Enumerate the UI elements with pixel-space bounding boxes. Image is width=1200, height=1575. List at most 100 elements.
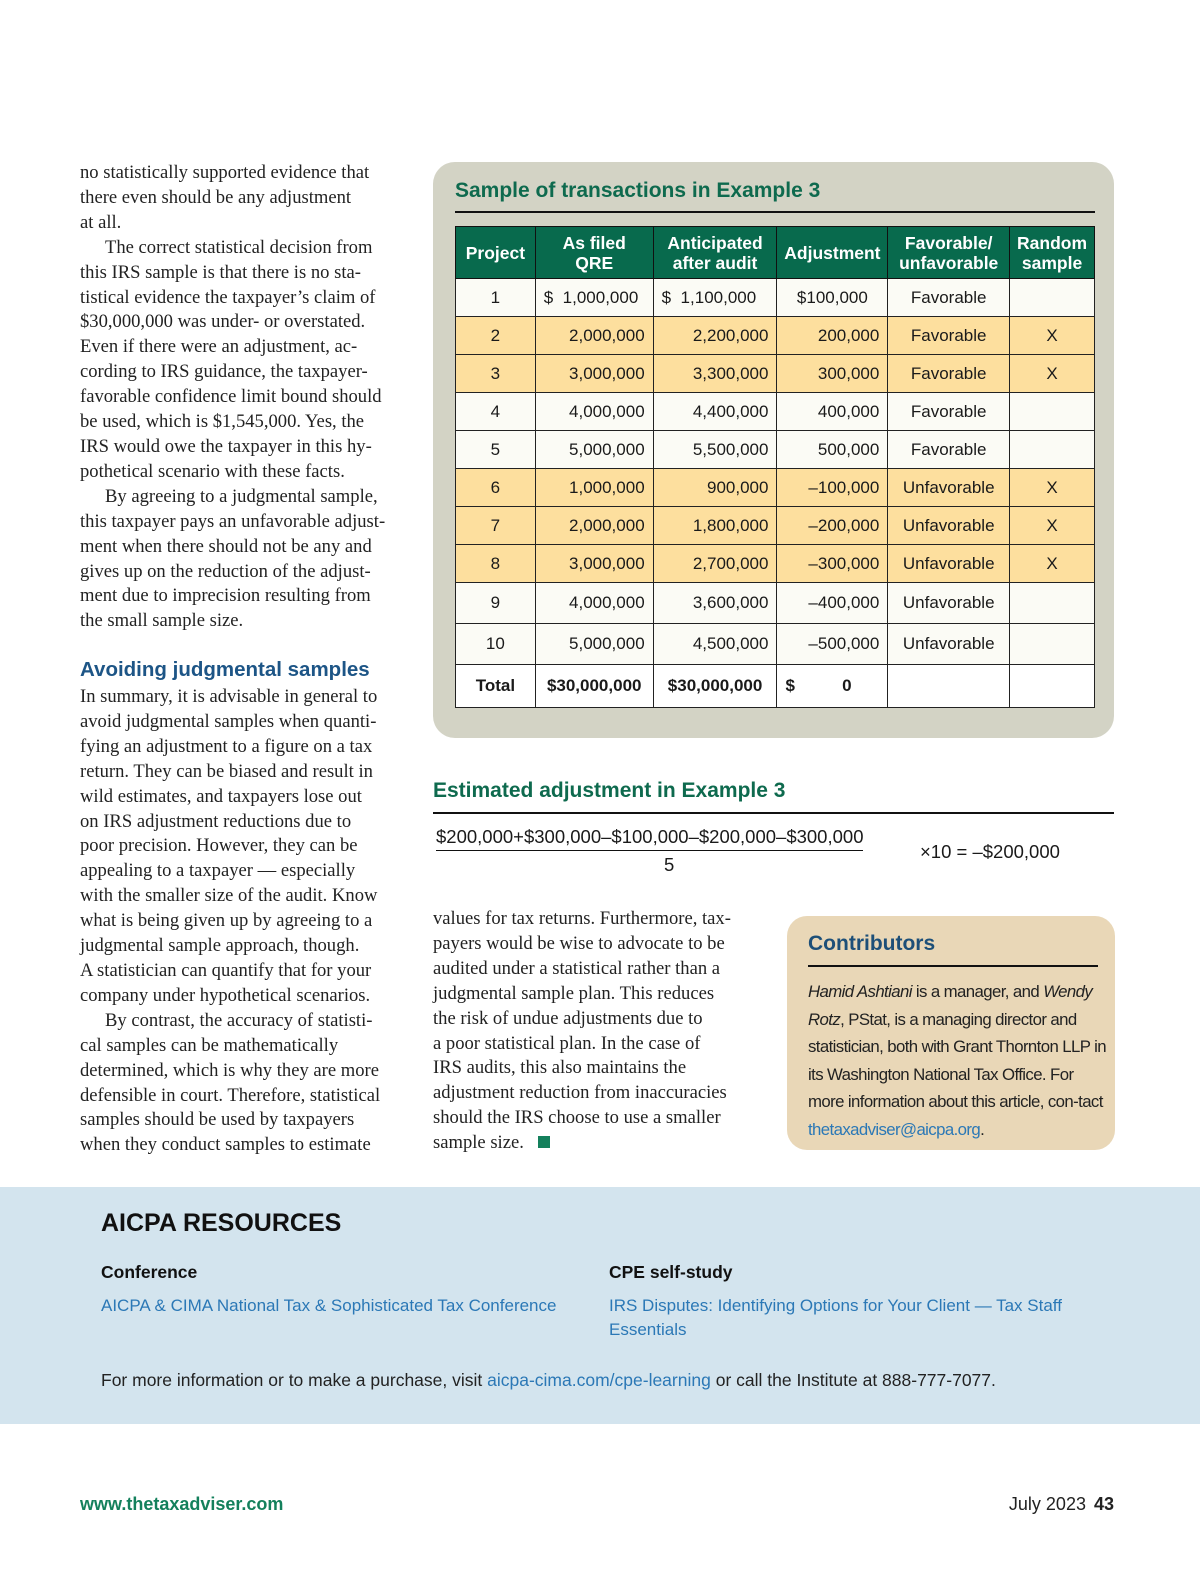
text-line: Even if there were an adjustment, ac- bbox=[80, 336, 358, 358]
text-line: values for tax returns. Furthermore, tax… bbox=[433, 907, 773, 932]
text-line: the small sample size. bbox=[80, 610, 244, 632]
cpe-learning-link[interactable]: aicpa-cima.com/cpe-learning bbox=[487, 1370, 711, 1390]
text: values for tax returns. Furthermore, tax… bbox=[433, 908, 731, 929]
table-cell: 4,500,000 bbox=[652, 623, 778, 665]
formula-result: ×10 = –$200,000 bbox=[920, 841, 1060, 862]
formula-denominator: 5 bbox=[664, 854, 675, 875]
paragraph: values for tax returns. Furthermore, tax… bbox=[433, 907, 773, 1156]
text: the risk of undue adjustments due to bbox=[433, 1007, 703, 1029]
contributor-text: is a manager, and bbox=[911, 982, 1044, 1001]
text-line: cording to IRS guidance, the taxpayer- bbox=[80, 361, 368, 383]
table-cell bbox=[1009, 392, 1095, 431]
table-cell: X bbox=[1009, 468, 1095, 507]
table-cell: 3,000,000 bbox=[534, 354, 654, 393]
text-line: when they conduct samples to estimate bbox=[80, 1134, 371, 1156]
column-header: Project bbox=[455, 226, 536, 279]
table-cell: Unfavorable bbox=[887, 468, 1011, 507]
conference-link[interactable]: AICPA & CIMA National Tax & Sophisticate… bbox=[101, 1296, 557, 1315]
text: judgmental sample plan. This reduces bbox=[433, 982, 715, 1004]
text-line: be used, which is $1,545,000. Yes, the bbox=[80, 411, 365, 433]
issue-date: July 2023 bbox=[1008, 1494, 1086, 1514]
text-line: wild estimates, and taxpayers lose out bbox=[80, 785, 362, 807]
table-cell: 2,200,000 bbox=[652, 316, 778, 355]
contributors-title: Contributors bbox=[808, 932, 936, 955]
text-line: pothetical scenario with these facts. bbox=[80, 460, 345, 482]
table-cell: Unfavorable bbox=[887, 582, 1011, 624]
sample-table-box: Sample of transactions in Example 3 Proj… bbox=[433, 162, 1114, 738]
page-number: 43 bbox=[1093, 1494, 1114, 1514]
article-column-middle: values for tax returns. Furthermore, tax… bbox=[433, 907, 773, 1156]
table-cell: 200,000 bbox=[776, 316, 889, 355]
table-cell: 3,600,000 bbox=[652, 582, 778, 624]
text: adjustment reduction from inaccuracies bbox=[433, 1082, 727, 1104]
table-cell: 10 bbox=[455, 623, 536, 665]
text: audited under a statistical rather than … bbox=[433, 957, 721, 979]
table-cell: X bbox=[1009, 506, 1095, 545]
text-line: poor precision. However, they can be bbox=[80, 835, 358, 857]
text-line: what is being given up by agreeing to a bbox=[80, 910, 373, 932]
text-line: this IRS sample is that there is no sta- bbox=[80, 261, 361, 283]
text-line: IRS would owe the taxpayer in this hy- bbox=[80, 435, 372, 457]
article-column-left-bottom: In summary, it is advisable in general t… bbox=[80, 685, 415, 1158]
page-footer: July 2023 43 bbox=[1009, 1494, 1114, 1515]
paragraph: no statistically supported evidence that… bbox=[80, 161, 415, 236]
column-header: As filed QRE bbox=[534, 226, 654, 279]
text-line: with the smaller size of the audit. Know bbox=[80, 885, 378, 907]
text-line: ment when there should not be any and bbox=[80, 535, 372, 557]
contributor-text: , PStat, is a managing director and stat… bbox=[808, 1009, 1107, 1112]
paragraph: By agreeing to a judgmental sample, this … bbox=[80, 485, 415, 634]
table-cell: 3 bbox=[455, 354, 536, 393]
table-cell: 4,400,000 bbox=[652, 392, 778, 431]
table-cell: 300,000 bbox=[776, 354, 889, 393]
table-cell: Unfavorable bbox=[887, 506, 1011, 545]
text-line: determined, which is why they are more bbox=[80, 1059, 379, 1081]
table-row: 8 3,000,000 2,700,000 –300,000 Unfavorable X bbox=[455, 544, 1095, 583]
table-cell: 5 bbox=[455, 430, 536, 469]
cpe-link[interactable]: IRS Disputes: Identifying Options for Yo… bbox=[609, 1296, 1062, 1339]
table-cell: 400,000 bbox=[776, 392, 889, 431]
table-cell: $ 1,100,000 bbox=[652, 278, 778, 317]
text: payers would be wise to advocate to be bbox=[433, 932, 725, 954]
table-cell: 3,000,000 bbox=[534, 544, 654, 583]
text-line: company under hypothetical scenarios. bbox=[80, 984, 371, 1006]
table-title: Sample of transactions in Example 3 bbox=[455, 179, 821, 202]
text-line: judgmental sample plan. This reduces bbox=[433, 982, 773, 1007]
text: IRS audits, this also maintains the bbox=[433, 1057, 687, 1079]
section-heading: Avoiding judgmental samples bbox=[80, 658, 370, 681]
contact-email-link[interactable]: thetaxadviser@aicpa.org bbox=[808, 1119, 981, 1139]
paragraph: In summary, it is advisable in general t… bbox=[80, 685, 415, 1009]
table-cell: 4 bbox=[455, 392, 536, 431]
text-line: gives up on the reduction of the adjust- bbox=[80, 560, 371, 582]
table-cell: Unfavorable bbox=[887, 544, 1011, 583]
text-line: ment due to imprecision resulting from bbox=[80, 585, 371, 607]
period: . bbox=[980, 1119, 985, 1139]
table-cell: 1,000,000 bbox=[534, 468, 654, 507]
table-cell: 8 bbox=[455, 544, 536, 583]
table-cell bbox=[887, 664, 1011, 708]
text: a poor statistical plan. In the case of bbox=[433, 1032, 701, 1054]
text-line: no statistically supported evidence that bbox=[80, 162, 370, 183]
text-line: should the IRS choose to use a smaller bbox=[433, 1106, 773, 1131]
table-cell: –200,000 bbox=[776, 506, 889, 545]
contributors-text: Hamid Ashtiani is a manager, and Wendy R… bbox=[808, 978, 1108, 1143]
text: should the IRS choose to use a smaller bbox=[433, 1107, 721, 1129]
table-row: 1 $ 1,000,000 $ 1,100,000 $100,000 Favorable bbox=[455, 278, 1095, 317]
table-cell: Favorable bbox=[887, 430, 1011, 469]
table-cell: 900,000 bbox=[652, 468, 778, 507]
table-row: 6 1,000,000 900,000 –100,000 Unfavorable X bbox=[455, 468, 1095, 507]
text-line: payers would be wise to advocate to be bbox=[433, 932, 773, 957]
text-line: appealing to a taxpayer — especially bbox=[80, 860, 356, 882]
table-cell: X bbox=[1009, 316, 1095, 355]
table-cell: $30,000,000 bbox=[534, 664, 654, 708]
text-line: IRS audits, this also maintains the bbox=[433, 1056, 773, 1081]
article-column-left-top: no statistically supported evidence that… bbox=[80, 161, 415, 634]
column-header: Random sample bbox=[1009, 226, 1095, 279]
table-cell: 500,000 bbox=[776, 430, 889, 469]
text-line: favorable confidence limit bound should bbox=[80, 386, 382, 408]
footer-text: or call the Institute at 888-777-7077. bbox=[710, 1370, 996, 1390]
table-cell: X bbox=[1009, 354, 1095, 393]
table-cell: –100,000 bbox=[776, 468, 889, 507]
text-line: A statistician can quantify that for you… bbox=[80, 959, 372, 981]
website-url[interactable]: www.thetaxadviser.com bbox=[80, 1494, 284, 1514]
estimate-title: Estimated adjustment in Example 3 bbox=[433, 779, 786, 802]
